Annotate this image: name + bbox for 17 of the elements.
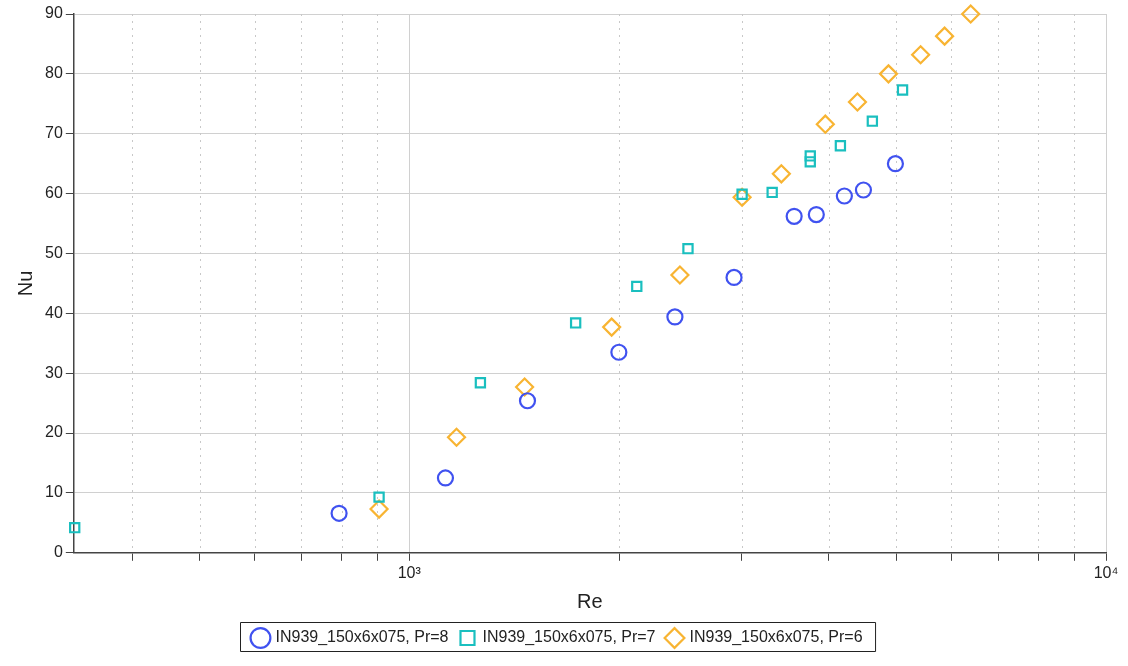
x-tick-label: 10³	[397, 563, 422, 581]
y-tick-label: 90	[45, 4, 63, 22]
y-tick-label: 0	[53, 543, 63, 561]
x-axis-title: Re	[577, 589, 603, 612]
y-tick-label: 30	[45, 363, 63, 381]
y-tick-label: 60	[45, 184, 63, 202]
y-axis-title: Nu	[13, 270, 36, 297]
y-tick-label: 70	[45, 124, 63, 142]
legend-label: IN939_150x6x075, Pr=8	[275, 628, 449, 647]
y-tick-label: 50	[45, 243, 63, 261]
y-tick-label: 80	[45, 64, 63, 82]
y-tick-label: 40	[45, 303, 63, 321]
legend-label: IN939_150x6x075, Pr=7	[482, 628, 656, 647]
x-tick-label: 10⁴	[1093, 563, 1119, 581]
legend-label: IN939_150x6x075, Pr=6	[689, 628, 863, 647]
y-tick-label: 20	[45, 423, 63, 441]
y-tick-label: 10	[45, 483, 63, 501]
